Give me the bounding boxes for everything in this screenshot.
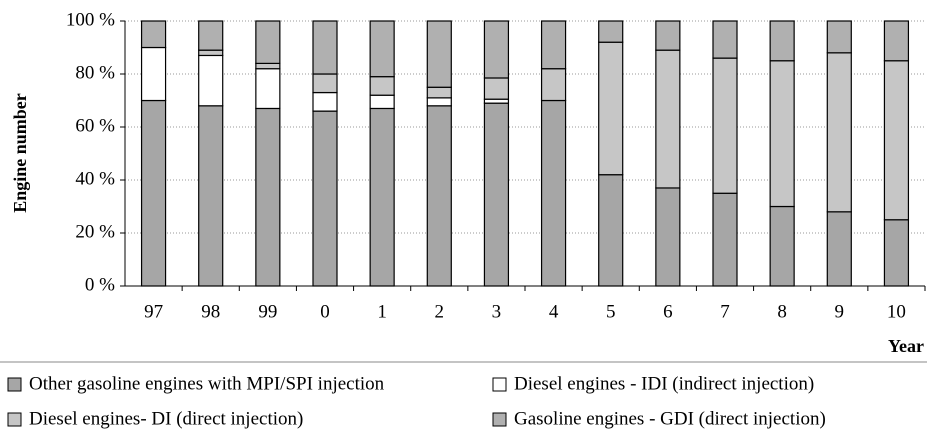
x-tick-label: 7 <box>720 301 730 322</box>
legend-swatch <box>492 377 507 392</box>
bar-segment <box>369 107 395 287</box>
bar-segment <box>826 20 852 54</box>
x-tick-label: 2 <box>435 301 445 322</box>
bar-segment <box>712 57 738 194</box>
bar-segment <box>369 76 395 96</box>
bar-segment <box>483 20 510 79</box>
bar-segment <box>255 107 281 287</box>
bar-segment <box>198 20 224 51</box>
bar-segment <box>655 49 681 189</box>
x-axis-label: Year <box>888 336 924 356</box>
y-tick-label: 60 % <box>75 115 115 136</box>
bar-segment <box>598 174 624 287</box>
x-tick-label: 0 <box>320 301 330 322</box>
bar-segment <box>883 60 910 221</box>
bar-segment <box>369 94 395 110</box>
x-tick-label: 97 <box>144 301 163 322</box>
y-tick-label: 0 % <box>85 274 115 295</box>
bar-segment <box>426 97 452 107</box>
bar-segment <box>198 54 224 107</box>
y-axis-label: Engine number <box>10 93 30 213</box>
bar-segment <box>483 102 510 287</box>
bar-segment <box>140 46 167 102</box>
bar-segment <box>826 211 852 287</box>
x-tick-label: 6 <box>663 301 673 322</box>
legend-label: Diesel engines- DI (direct injection) <box>29 408 303 429</box>
bar-segment <box>198 105 224 287</box>
bar-segment <box>312 20 338 75</box>
bar-segment <box>540 99 567 287</box>
legend-swatch <box>7 377 22 392</box>
x-tick-label: 10 <box>887 301 906 322</box>
bar-segment <box>540 68 567 102</box>
y-tick-label: 20 % <box>75 221 115 242</box>
bar-segment <box>769 20 795 62</box>
bar-segment <box>140 20 167 49</box>
bar-segment <box>255 68 281 110</box>
legend-swatch <box>7 412 22 427</box>
y-tick-label: 100 % <box>66 9 115 30</box>
bar-segment <box>255 62 281 70</box>
legend-label: Diesel engines - IDI (indirect injection… <box>514 373 814 394</box>
bar-segment <box>312 73 338 94</box>
bar-segment <box>426 20 452 88</box>
y-tick-label: 40 % <box>75 168 115 189</box>
x-tick-label: 98 <box>201 301 220 322</box>
bar-segment <box>312 91 338 112</box>
bar-segment <box>598 41 624 176</box>
bar-segment <box>369 20 395 78</box>
bar-segment <box>426 105 452 287</box>
bar-segment <box>712 20 738 59</box>
x-tick-label: 9 <box>835 301 845 322</box>
bar-segment <box>826 52 852 213</box>
bar-segment <box>255 20 281 65</box>
legend-swatch <box>492 412 507 427</box>
bar-segment <box>483 77 510 100</box>
bar-segment <box>655 187 681 287</box>
bar-segment <box>198 49 224 57</box>
x-tick-label: 4 <box>549 301 559 322</box>
legend-label: Other gasoline engines with MPI/SPI inje… <box>29 373 385 394</box>
legend-label: Gasoline engines - GDI (direct injection… <box>514 408 826 429</box>
x-tick-label: 5 <box>606 301 616 322</box>
bar-segment <box>312 110 338 287</box>
bar-segment <box>426 86 452 99</box>
bar-segment <box>883 219 910 287</box>
bar-segment <box>712 192 738 287</box>
x-tick-label: 8 <box>777 301 787 322</box>
bar-segment <box>540 20 567 70</box>
bar-segment <box>769 60 795 208</box>
bar-segment <box>655 20 681 51</box>
bar-segment <box>883 20 910 62</box>
bar-segment <box>769 205 795 287</box>
x-tick-label: 1 <box>377 301 387 322</box>
x-tick-label: 99 <box>258 301 277 322</box>
bar-segment <box>598 20 624 43</box>
x-tick-label: 3 <box>492 301 502 322</box>
bar-segment <box>140 99 167 287</box>
y-tick-label: 80 % <box>75 62 115 83</box>
